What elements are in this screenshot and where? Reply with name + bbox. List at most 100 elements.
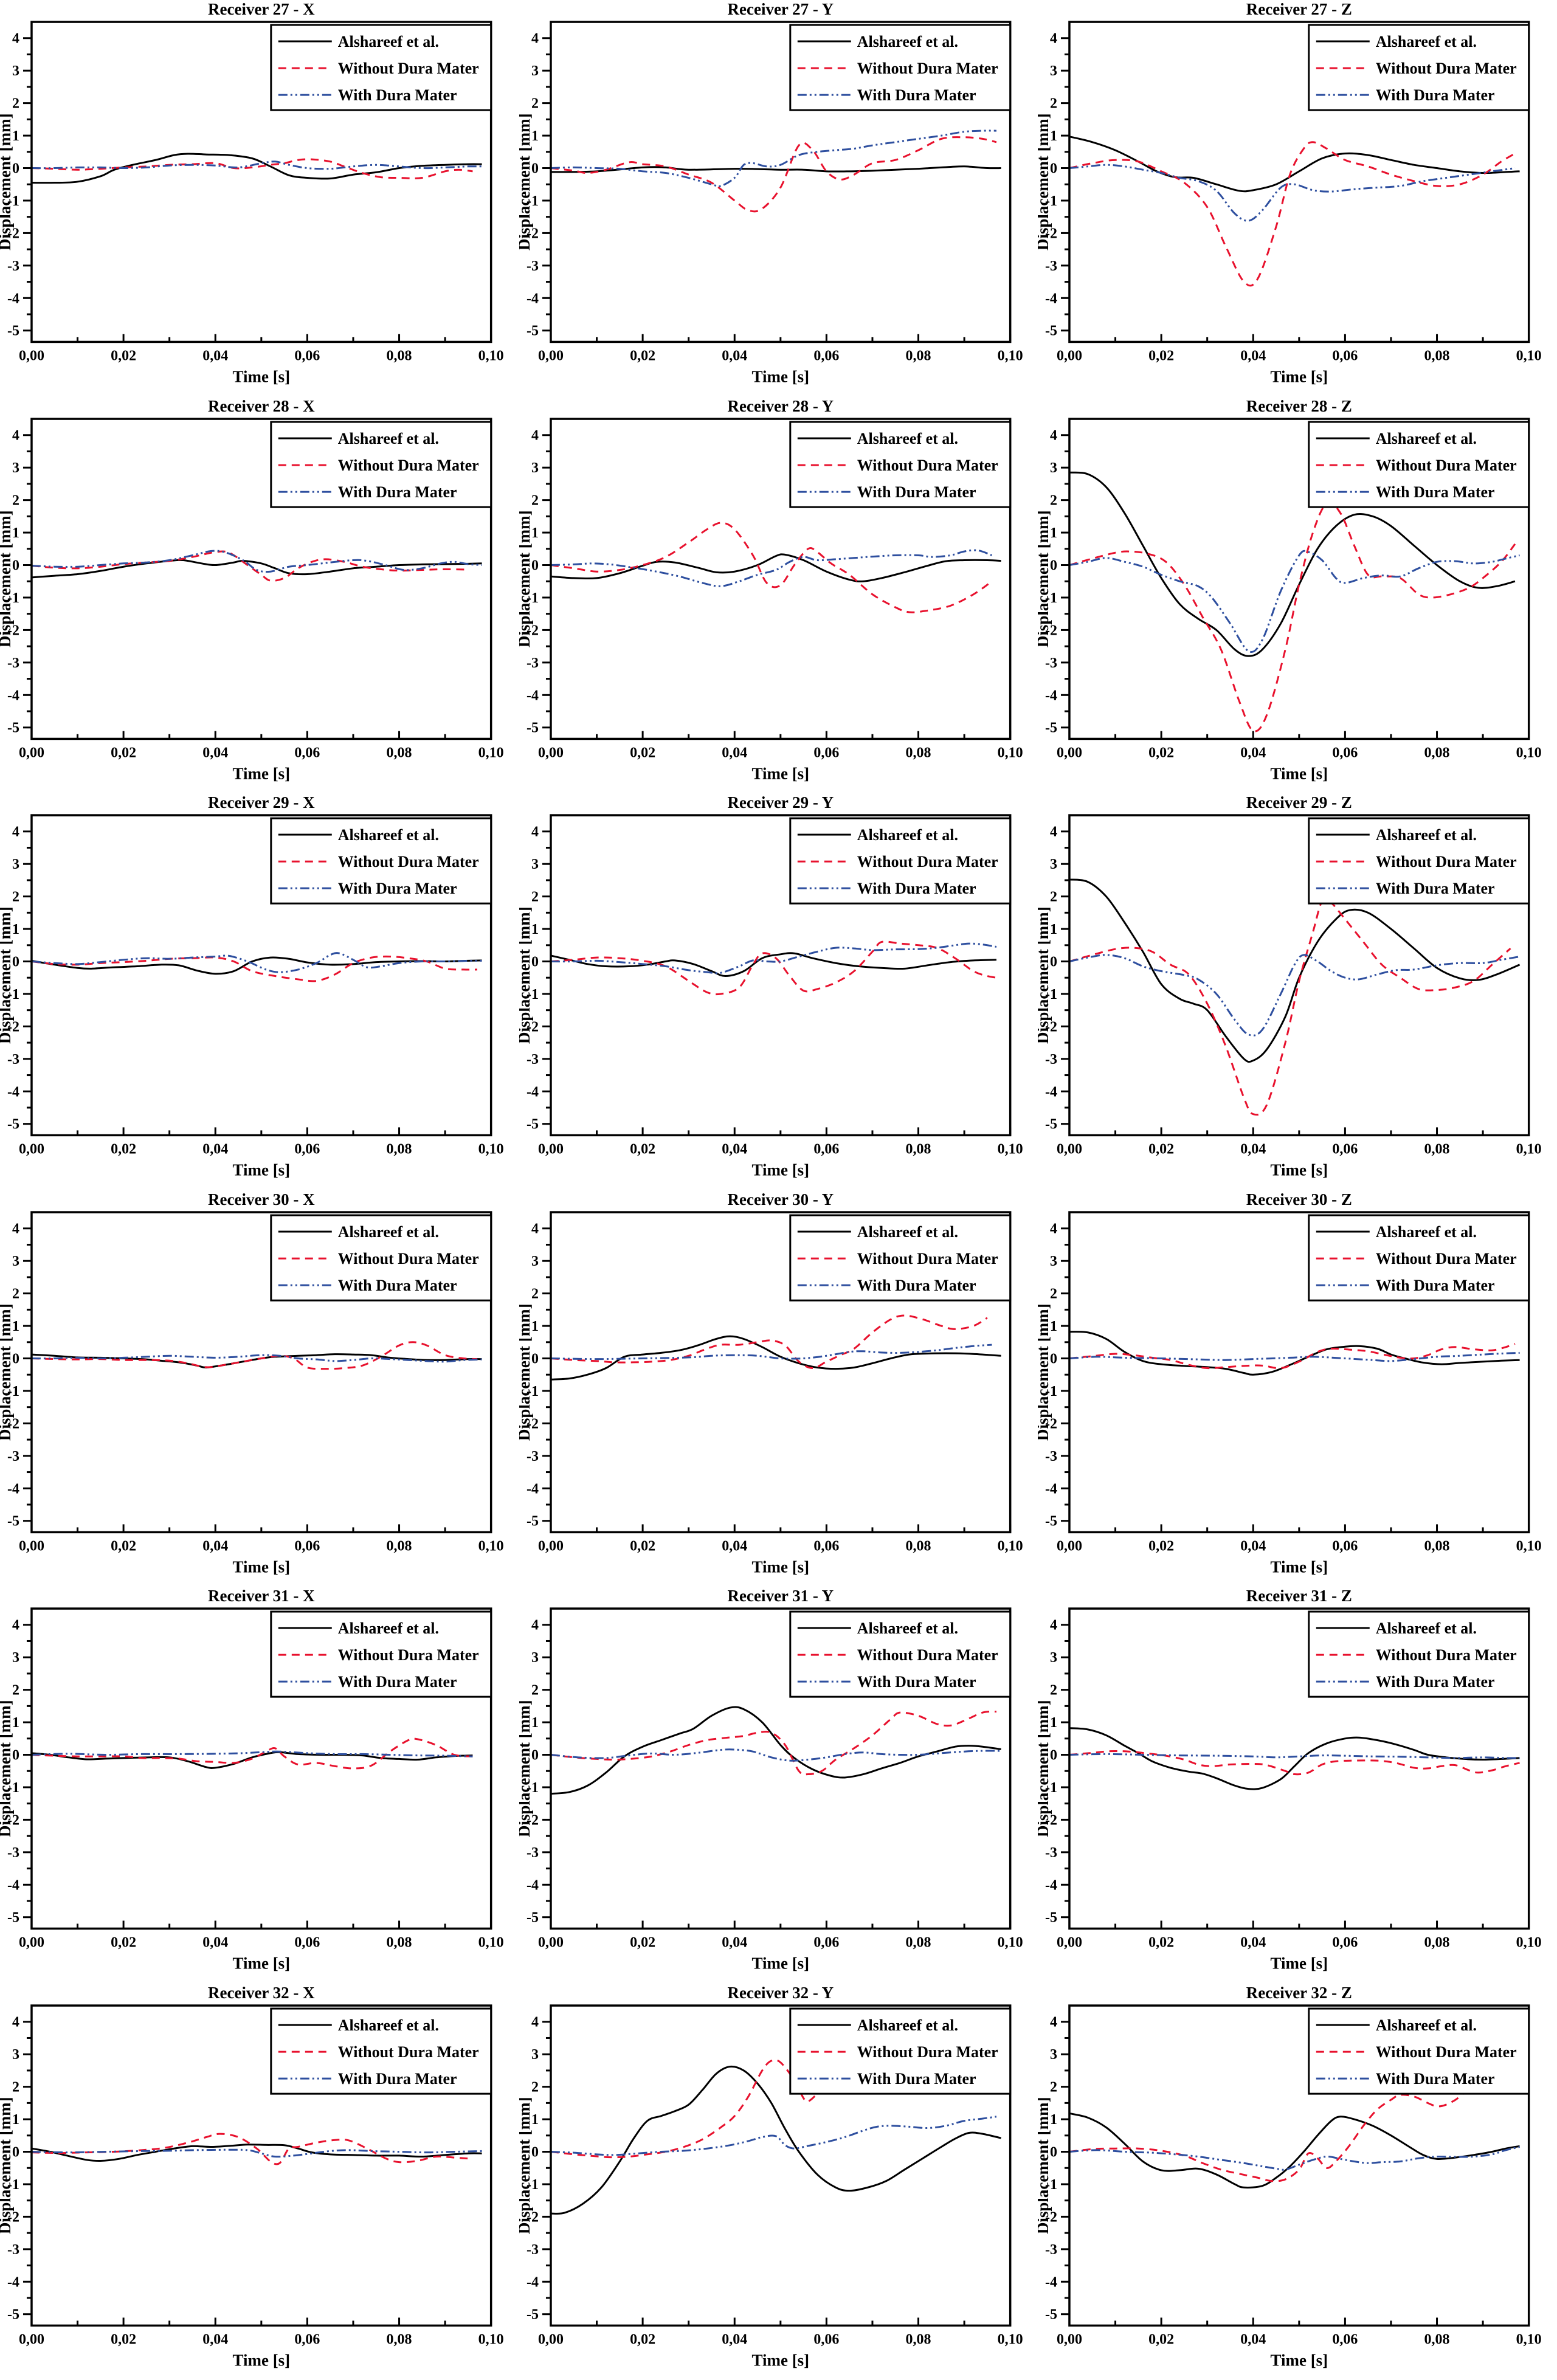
legend: Alshareef et al. Without Dura Mater With D… [789, 1610, 1011, 1698]
x-axis-label: Time [s] [232, 764, 290, 782]
curves [550, 1706, 1001, 1795]
y-tick-labels: -5 -4 -3 -2 -1 0 1 2 3 4 [1045, 427, 1057, 736]
chart-title: Receiver 32 - X [208, 1984, 315, 2002]
chart-receiver-27-x: Receiver 27 - X Displacement [mm] Time [s]… [0, 0, 519, 397]
chart-svg: Receiver 30 - Y Displacement [mm] Time [s]… [519, 1190, 1023, 1576]
x-tick-label: 0,08 [1424, 1141, 1450, 1157]
x-axis-label: Time [s] [1271, 367, 1328, 385]
x-tick-label: 0,08 [905, 745, 931, 761]
curve-without-dura-mater [1069, 898, 1511, 1116]
y-tick-label: 2 [1050, 96, 1057, 112]
y-tick-label: 1 [531, 525, 539, 541]
y-tick-label: -2 [7, 1416, 19, 1432]
y-tick-label: -3 [7, 1845, 19, 1861]
legend: Alshareef et al. Without Dura Mater With D… [1308, 24, 1530, 111]
x-tick-label: 0,04 [202, 348, 228, 364]
y-tick-label: 1 [1050, 2112, 1057, 2128]
legend-label: With Dura Mater [338, 880, 457, 897]
y-tick-label: -2 [7, 226, 19, 241]
curve-alshareef-et-al [31, 559, 482, 578]
x-tick-labels: 0,00 0,02 0,04 0,06 0,08 0,10 [538, 1934, 1023, 1950]
chart-title: Receiver 28 - Z [1246, 397, 1352, 415]
y-axis-label: Displacement [mm] [519, 1700, 533, 1837]
y-tick-label: 0 [531, 954, 539, 970]
y-tick-label: 2 [1050, 1286, 1057, 1302]
y-tick-label: 4 [12, 2014, 19, 2030]
y-tick-label: 1 [531, 1715, 539, 1731]
x-tick-label: 0,02 [111, 2331, 136, 2347]
legend: Alshareef et al. Without Dura Mater With D… [270, 1214, 492, 1302]
y-tick-label: 2 [1050, 889, 1057, 905]
x-tick-label: 0,06 [294, 1934, 320, 1950]
x-tick-label: 0,10 [478, 2331, 504, 2347]
x-tick-labels: 0,00 0,02 0,04 0,06 0,08 0,10 [19, 2331, 504, 2347]
legend: Alshareef et al. Without Dura Mater With D… [1308, 1214, 1530, 1302]
y-tick-label: -4 [526, 1084, 539, 1100]
y-tick-label: -5 [1045, 1513, 1057, 1529]
x-tick-label: 0,08 [387, 1538, 412, 1554]
curves [1069, 878, 1521, 1116]
curves [31, 153, 482, 184]
y-tick-label: -5 [7, 720, 19, 736]
y-tick-label: 0 [1050, 161, 1057, 177]
legend-label: With Dura Mater [338, 2070, 457, 2088]
x-tick-label: 0,06 [1333, 2331, 1358, 2347]
y-tick-labels: -5 -4 -3 -2 -1 0 1 2 3 4 [526, 427, 539, 736]
curves [550, 2058, 1001, 2215]
y-axis-label: Displacement [mm] [519, 510, 533, 647]
legend-label: Without Dura Mater [1376, 60, 1517, 77]
y-tick-label: 3 [12, 63, 19, 79]
x-tick-label: 0,02 [630, 2331, 655, 2347]
curve-alshareef-et-al [550, 165, 1001, 173]
curve-with-dura-mater [550, 1748, 1001, 1762]
x-tick-label: 0,10 [1516, 2331, 1542, 2347]
x-tick-label: 0,06 [294, 2331, 320, 2347]
y-tick-label: -2 [526, 1812, 539, 1828]
y-tick-label: -1 [526, 987, 539, 1002]
y-tick-label: 0 [1050, 954, 1057, 970]
y-tick-label: -5 [7, 1117, 19, 1133]
y-tick-label: 3 [12, 857, 19, 872]
y-tick-label: 2 [12, 492, 19, 508]
chart-receiver-28-z: Receiver 28 - Z Displacement [mm] Time [s]… [1038, 397, 1557, 794]
x-tick-label: 0,02 [111, 1538, 136, 1554]
x-tick-label: 0,00 [538, 348, 564, 364]
curve-with-dura-mater [31, 1354, 482, 1362]
curve-without-dura-mater [550, 940, 996, 996]
x-tick-label: 0,10 [478, 1934, 504, 1950]
y-tick-label: 4 [12, 1221, 19, 1237]
x-tick-label: 0,10 [997, 1141, 1023, 1157]
x-tick-label: 0,08 [1424, 348, 1450, 364]
y-tick-labels: -5 -4 -3 -2 -1 0 1 2 3 4 [1045, 824, 1057, 1133]
y-axis-label: Displacement [mm] [519, 2097, 533, 2234]
y-tick-label: -3 [7, 1448, 19, 1464]
plot-frame [549, 2004, 1012, 2327]
x-tick-labels: 0,00 0,02 0,04 0,06 0,08 0,10 [1057, 1934, 1542, 1950]
curve-without-dura-mater [1069, 501, 1516, 732]
legend-label: With Dura Mater [338, 1673, 457, 1691]
chart-svg: Receiver 29 - Y Displacement [mm] Time [s]… [519, 793, 1023, 1179]
y-tick-label: 0 [531, 1748, 539, 1764]
curve-with-dura-mater [1069, 954, 1521, 1037]
chart-title: Receiver 29 - Z [1246, 793, 1352, 812]
y-tick-label: 4 [1050, 1221, 1057, 1237]
y-tick-label: 2 [1050, 1683, 1057, 1699]
x-tick-labels: 0,00 0,02 0,04 0,06 0,08 0,10 [19, 745, 504, 761]
chart-title: Receiver 28 - Y [727, 397, 834, 415]
x-tick-label: 0,04 [202, 745, 228, 761]
curve-without-dura-mater [550, 2058, 837, 2158]
curves [31, 550, 482, 582]
x-tick-label: 0,02 [1148, 1141, 1174, 1157]
y-tick-label: -2 [1045, 2209, 1057, 2225]
legend-label: With Dura Mater [857, 2070, 976, 2088]
y-tick-label: -1 [7, 590, 19, 605]
y-tick-label: -3 [526, 1448, 539, 1464]
chart-title: Receiver 27 - Z [1246, 0, 1352, 18]
x-axis-label: Time [s] [751, 367, 809, 385]
chart-receiver-30-y: Receiver 30 - Y Displacement [mm] Time [s]… [519, 1190, 1038, 1587]
legend-label: Alshareef et al. [338, 1223, 439, 1241]
x-tick-label: 0,02 [630, 1141, 655, 1157]
chart-receiver-32-z: Receiver 32 - Z Displacement [mm] Time [s]… [1038, 1984, 1557, 2380]
y-tick-label: -5 [1045, 1117, 1057, 1133]
x-tick-label: 0,06 [1333, 745, 1358, 761]
